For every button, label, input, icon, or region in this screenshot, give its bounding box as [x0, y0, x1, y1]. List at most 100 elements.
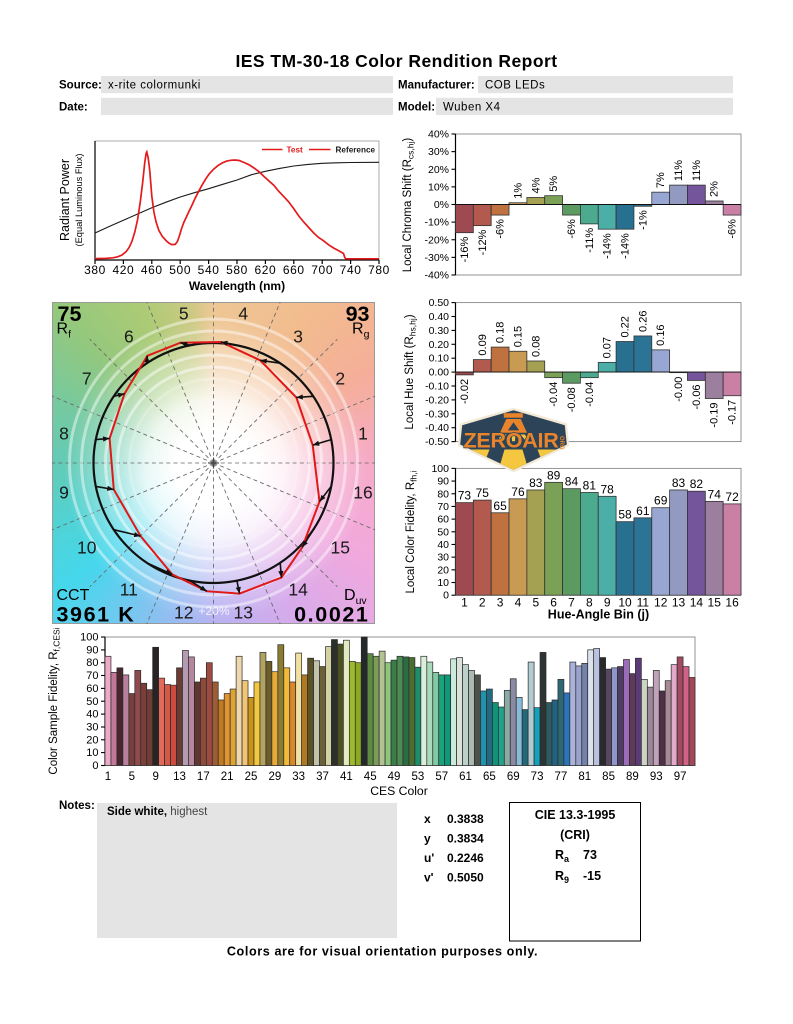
svg-text:(CRI): (CRI) [560, 828, 590, 842]
svg-text:60: 60 [437, 514, 449, 526]
svg-text:+20%: +20% [198, 604, 229, 618]
svg-text:580: 580 [226, 263, 248, 277]
svg-text:83: 83 [672, 476, 686, 490]
svg-text:-0.08: -0.08 [566, 387, 578, 412]
svg-text:-0.17: -0.17 [727, 400, 739, 425]
svg-text:78: 78 [600, 482, 614, 496]
svg-text:ZEROAIR: ZEROAIR [464, 429, 560, 453]
svg-text:10: 10 [618, 596, 632, 610]
svg-text:-10%: -10% [424, 217, 449, 229]
svg-text:49: 49 [388, 771, 401, 783]
svg-text:-15: -15 [583, 869, 601, 883]
svg-text:780: 780 [368, 263, 390, 277]
svg-text:11%: 11% [673, 160, 685, 181]
svg-text:Model:: Model: [398, 101, 435, 113]
svg-text:u': u' [424, 851, 434, 865]
svg-text:0.18: 0.18 [495, 322, 507, 343]
svg-text:5%: 5% [548, 176, 560, 192]
svg-text:30: 30 [86, 721, 98, 733]
svg-text:65: 65 [483, 771, 496, 783]
svg-text:58: 58 [618, 508, 632, 522]
svg-text:0.15: 0.15 [512, 326, 524, 347]
svg-text:89: 89 [626, 771, 639, 783]
svg-text:45: 45 [364, 771, 377, 783]
svg-text:65: 65 [493, 499, 507, 513]
svg-text:13: 13 [672, 596, 686, 610]
svg-text:0.2246: 0.2246 [447, 851, 484, 865]
svg-text:Color Sample Fidelity, Rf,CESi: Color Sample Fidelity, Rf,CESi [48, 627, 62, 774]
svg-text:Source:: Source: [59, 80, 102, 92]
svg-text:9: 9 [152, 771, 158, 783]
svg-text:61: 61 [636, 504, 650, 518]
svg-text:y: y [424, 832, 431, 846]
svg-text:14: 14 [690, 596, 704, 610]
svg-text:(Equal Luminous Flux): (Equal Luminous Flux) [74, 153, 84, 246]
svg-text:v': v' [424, 871, 434, 885]
svg-text:-14%: -14% [620, 233, 632, 259]
svg-text:85: 85 [602, 771, 615, 783]
svg-text:-1%: -1% [637, 210, 649, 230]
svg-text:CIE 13.3-1995: CIE 13.3-1995 [535, 808, 616, 822]
svg-text:30: 30 [437, 552, 449, 564]
svg-text:-20%: -20% [424, 234, 449, 246]
svg-text:Local Color Fidelity, Rfh,i: Local Color Fidelity, Rfh,i [405, 470, 419, 593]
svg-text:11%: 11% [691, 160, 703, 181]
svg-text:5: 5 [532, 596, 539, 610]
svg-text:-0.04: -0.04 [584, 382, 596, 407]
svg-text:20%: 20% [428, 164, 449, 176]
svg-text:Local Hue Shift (Rhs,hj): Local Hue Shift (Rhs,hj) [404, 314, 418, 429]
svg-text:25: 25 [245, 771, 258, 783]
svg-text:93: 93 [346, 302, 370, 326]
svg-text:20: 20 [86, 734, 98, 746]
svg-text:-0.00: -0.00 [673, 377, 685, 402]
svg-text:40: 40 [86, 709, 98, 721]
svg-text:0.09: 0.09 [477, 334, 489, 355]
svg-text:-0.20: -0.20 [425, 394, 449, 406]
svg-text:-16%: -16% [459, 236, 471, 262]
svg-text:7%: 7% [655, 172, 667, 188]
svg-text:Wuben X4: Wuben X4 [443, 101, 501, 113]
svg-text:0.30: 0.30 [429, 325, 450, 337]
svg-text:69: 69 [654, 494, 668, 508]
svg-text:1%: 1% [512, 183, 524, 199]
svg-text:-0.30: -0.30 [425, 408, 449, 420]
svg-text:21: 21 [221, 771, 234, 783]
svg-text:0.40: 0.40 [429, 311, 450, 323]
svg-text:13: 13 [173, 771, 186, 783]
svg-text:70: 70 [86, 670, 98, 682]
svg-text:97: 97 [674, 771, 687, 783]
svg-text:Local Chroma Shift (Rcs,hj): Local Chroma Shift (Rcs,hj) [402, 138, 416, 273]
svg-text:75: 75 [58, 302, 82, 326]
svg-text:-11%: -11% [584, 228, 596, 253]
svg-text:-6%: -6% [727, 219, 739, 239]
svg-text:0: 0 [443, 590, 449, 602]
svg-text:7: 7 [82, 368, 92, 388]
svg-text:89: 89 [547, 468, 561, 482]
svg-text:10: 10 [437, 577, 449, 589]
svg-text:2: 2 [335, 368, 345, 388]
svg-text:13: 13 [233, 602, 252, 622]
svg-text:50: 50 [437, 526, 449, 538]
svg-text:10: 10 [77, 538, 97, 558]
svg-text:57: 57 [435, 771, 448, 783]
svg-text:8: 8 [586, 596, 593, 610]
svg-text:90: 90 [437, 476, 449, 488]
svg-text:3961 K: 3961 K [57, 603, 136, 627]
svg-text:10%: 10% [428, 181, 449, 193]
svg-text:420: 420 [112, 263, 134, 277]
svg-text:83: 83 [529, 476, 543, 490]
svg-text:41: 41 [340, 771, 353, 783]
svg-text:620: 620 [254, 263, 276, 277]
svg-text:0.16: 0.16 [655, 324, 667, 345]
svg-text:69: 69 [507, 771, 520, 783]
svg-text:14: 14 [288, 580, 308, 600]
svg-text:3: 3 [497, 596, 504, 610]
svg-text:6: 6 [124, 326, 134, 346]
svg-text:0.00: 0.00 [429, 367, 450, 379]
svg-text:5: 5 [179, 304, 189, 324]
svg-text:20: 20 [437, 564, 449, 576]
svg-text:11: 11 [120, 580, 138, 600]
svg-text:81: 81 [583, 478, 597, 492]
svg-text:Test: Test [287, 146, 303, 155]
svg-text:50: 50 [86, 696, 98, 708]
